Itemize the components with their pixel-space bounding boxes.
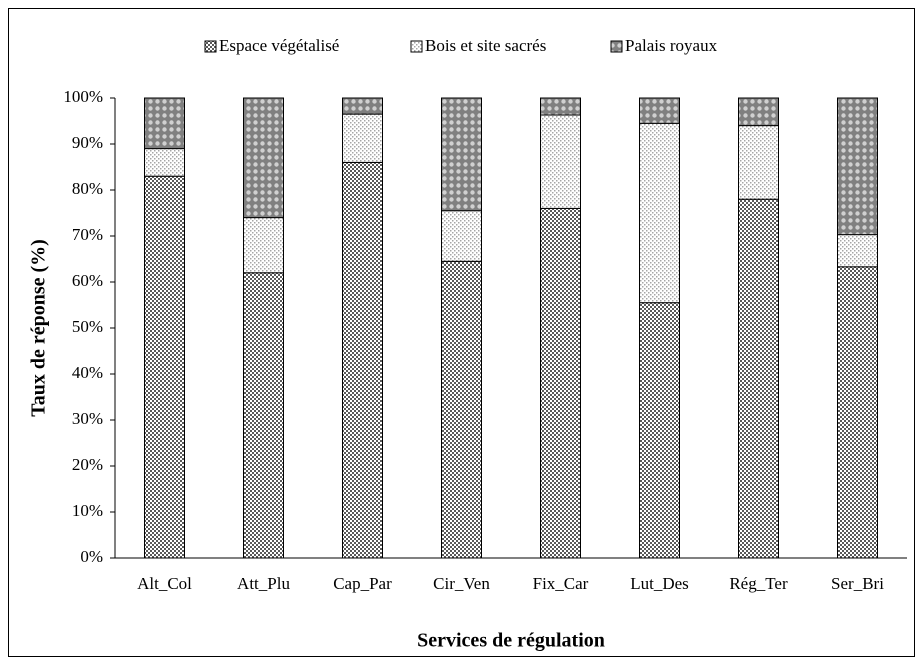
legend-swatch — [410, 40, 423, 53]
x-tick-label: Fix_Car — [533, 574, 589, 593]
bar-segment — [837, 97, 878, 236]
bar-segment — [441, 260, 482, 559]
y-tick-label: 30% — [72, 409, 103, 428]
bar-segment — [540, 207, 581, 559]
x-tick-label: Ser_Bri — [831, 574, 884, 593]
x-tick-label: Att_Plu — [237, 574, 290, 593]
bar-segment — [243, 97, 284, 219]
legend-label: Espace végétalisé — [219, 36, 339, 55]
y-axis-title: Taux de réponse (%) — [28, 239, 50, 417]
y-tick-label: 50% — [72, 317, 103, 336]
y-tick-label: 20% — [72, 455, 103, 474]
bar-segment — [639, 122, 680, 304]
y-tick-label: 80% — [72, 179, 103, 198]
bar-segment — [738, 198, 779, 559]
bar-segment — [441, 97, 482, 212]
bar-segment — [342, 161, 383, 559]
x-tick-label: Lut_Des — [630, 574, 689, 593]
bar-segment — [738, 97, 779, 127]
bar-segment — [144, 97, 185, 150]
bar-segment — [540, 114, 581, 209]
x-tick-label: Rég_Ter — [729, 574, 788, 593]
x-tick-label: Cir_Ven — [433, 574, 490, 593]
legend-swatch — [204, 40, 217, 53]
legend-swatch — [610, 40, 623, 53]
y-tick-label: 100% — [63, 87, 103, 106]
y-tick-label: 10% — [72, 501, 103, 520]
bar-segment — [837, 266, 878, 559]
bar-segment — [144, 148, 185, 177]
bar-segment — [837, 234, 878, 268]
x-tick-label: Alt_Col — [137, 574, 192, 593]
bar-segment — [243, 272, 284, 559]
x-tick-label: Cap_Par — [333, 574, 392, 593]
x-axis-title: Services de régulation — [417, 630, 605, 652]
bar-segment — [243, 217, 284, 274]
bar-segment — [738, 125, 779, 200]
bar-segment — [540, 97, 581, 116]
bar-segment — [342, 97, 383, 115]
y-tick-label: 40% — [72, 363, 103, 382]
y-tick-label: 70% — [72, 225, 103, 244]
legend-label: Bois et site sacrés — [425, 36, 546, 55]
bar-segment — [639, 97, 680, 124]
bar-segment — [639, 302, 680, 559]
legend-label: Palais royaux — [625, 36, 718, 55]
bar-segment — [441, 210, 482, 262]
bar-segment — [342, 113, 383, 163]
y-tick-label: 0% — [80, 547, 103, 566]
y-tick-label: 90% — [72, 133, 103, 152]
bar-segment — [144, 175, 185, 559]
y-tick-label: 60% — [72, 271, 103, 290]
